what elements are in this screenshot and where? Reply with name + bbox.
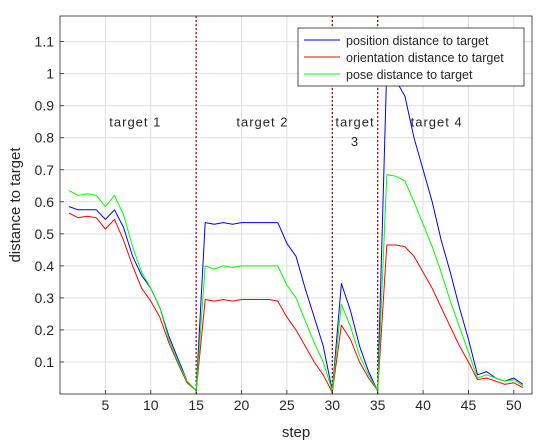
target-annotation: target 1 xyxy=(109,115,161,130)
target-annotation: 3 xyxy=(351,134,359,149)
x-tick-label: 20 xyxy=(234,397,250,413)
x-tick-label: 5 xyxy=(101,397,109,413)
x-tick-label: 50 xyxy=(506,397,522,413)
series-line-2 xyxy=(68,174,524,392)
x-tick-label: 10 xyxy=(143,397,159,413)
y-axis-label: distance to target xyxy=(7,147,24,263)
target-annotation: target xyxy=(335,115,374,130)
y-tick-label: 0.5 xyxy=(35,226,55,242)
target-annotation: target 2 xyxy=(236,115,288,130)
x-axis-label: step xyxy=(282,424,310,441)
axes-frame xyxy=(59,15,533,395)
series-line-1 xyxy=(68,212,524,393)
y-tick-label: 1.1 xyxy=(35,34,55,50)
y-tick-label: 0.6 xyxy=(35,194,55,210)
x-tick-label: 25 xyxy=(279,397,295,413)
y-tick-label: 0.1 xyxy=(35,354,55,370)
legend-entry-2: pose distance to target xyxy=(346,68,473,82)
y-tick-label: 0.4 xyxy=(35,258,55,274)
legend-entry-1: orientation distance to target xyxy=(346,51,504,65)
target-annotation: target 4 xyxy=(411,115,463,130)
y-tick-label: 1 xyxy=(46,66,54,82)
x-tick-label: 40 xyxy=(415,397,431,413)
x-tick-label: 35 xyxy=(370,397,386,413)
y-tick-label: 0.2 xyxy=(35,322,55,338)
legend-entry-0: position distance to target xyxy=(346,34,489,48)
y-tick-label: 0.9 xyxy=(35,98,55,114)
y-tick-label: 0.3 xyxy=(35,290,55,306)
series-line-0 xyxy=(68,66,524,392)
y-tick-label: 0.7 xyxy=(35,162,55,178)
x-tick-label: 45 xyxy=(461,397,477,413)
x-tick-label: 15 xyxy=(188,397,204,413)
y-tick-label: 0.8 xyxy=(35,130,55,146)
x-tick-label: 30 xyxy=(325,397,341,413)
